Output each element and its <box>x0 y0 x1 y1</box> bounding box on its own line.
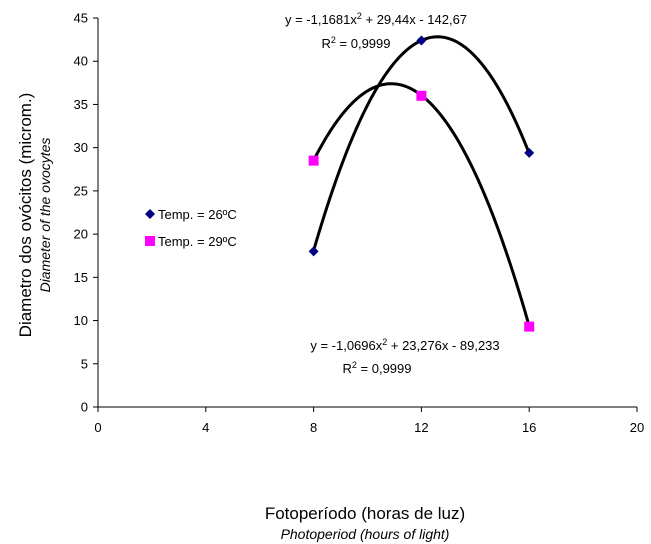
data-point-square <box>524 321 535 332</box>
trendline-series-1 <box>312 82 531 328</box>
x-ticks: 0 4 8 12 16 20 <box>94 407 644 435</box>
trendline-equation-26: y = -1,1681x2 + 29,44x - 142,67 <box>285 11 467 27</box>
y-tick-label: 0 <box>81 400 88 415</box>
y-tick-label: 10 <box>74 313 88 328</box>
trendline-equation-29: y = -1,0696x2 + 23,276x - 89,233 <box>310 337 499 353</box>
data-points <box>308 35 535 332</box>
trendline-series-0 <box>312 35 531 253</box>
y-axis-subtitle: Diameter of the ovocytes <box>37 138 53 293</box>
data-point-square <box>308 155 319 166</box>
data-point-diamond <box>524 147 535 158</box>
x-tick-label: 12 <box>414 420 428 435</box>
legend-marker-29 <box>145 236 155 246</box>
legend-label-26: Temp. = 26ºC <box>158 207 237 222</box>
x-tick-label: 4 <box>202 420 209 435</box>
x-tick-label: 0 <box>94 420 101 435</box>
x-tick-label: 20 <box>630 420 644 435</box>
y-axis-title-group: Diametro dos ovócitos (microm.) <box>16 93 35 338</box>
x-tick-label: 8 <box>310 420 317 435</box>
legend-label-29: Temp. = 29ºC <box>158 234 237 249</box>
trendlines <box>312 35 531 328</box>
y-tick-label: 35 <box>74 97 88 112</box>
y-tick-label: 15 <box>74 270 88 285</box>
y-tick-label: 30 <box>74 140 88 155</box>
legend: Temp. = 26ºC Temp. = 29ºC <box>145 207 237 249</box>
data-point-diamond <box>416 35 427 46</box>
trendline-r2-29: R2 = 0,9999 <box>343 360 412 376</box>
y-tick-label: 5 <box>81 356 88 371</box>
data-point-square <box>416 90 427 101</box>
x-axis-subtitle: Photoperiod (hours of light) <box>281 526 450 542</box>
y-axis-title: Diametro dos ovócitos (microm.) <box>16 93 35 338</box>
x-tick-label: 16 <box>522 420 536 435</box>
y-axis-subtitle-group: Diameter of the ovocytes <box>37 138 53 293</box>
y-tick-label: 20 <box>74 227 88 242</box>
y-tick-label: 40 <box>74 54 88 69</box>
y-tick-label: 25 <box>74 183 88 198</box>
y-tick-label: 45 <box>74 11 88 26</box>
data-point-diamond <box>308 246 319 257</box>
y-ticks: 0 5 10 15 20 25 30 35 40 45 <box>74 11 98 415</box>
trendline-r2-26: R2 = 0,9999 <box>322 35 391 51</box>
x-axis-title: Fotoperíodo (horas de luz) <box>265 504 465 523</box>
legend-marker-26 <box>145 209 155 219</box>
